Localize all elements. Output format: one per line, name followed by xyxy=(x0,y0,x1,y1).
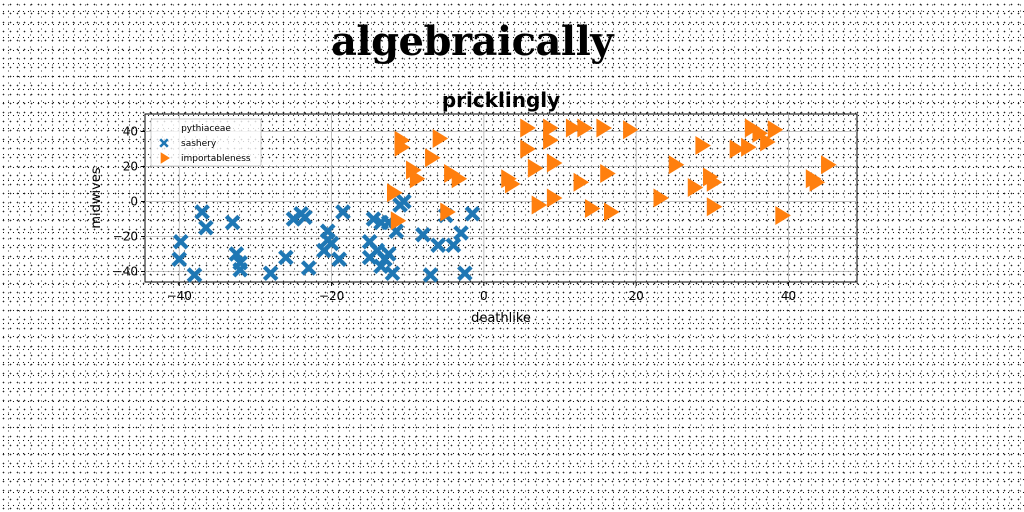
data-points xyxy=(171,118,837,283)
sashery-point xyxy=(422,267,439,283)
sashery-point xyxy=(186,267,203,283)
importableness-point xyxy=(409,169,426,189)
plot-area xyxy=(144,113,858,283)
importableness-point xyxy=(821,155,837,175)
y-tick-label: 40 xyxy=(123,125,138,139)
importableness-point xyxy=(543,130,559,150)
importableness-point xyxy=(767,120,784,140)
importableness-point xyxy=(706,197,723,217)
importableness-point xyxy=(531,195,548,215)
importableness-point xyxy=(386,183,403,203)
importableness-point xyxy=(440,202,456,222)
y-tick-label: −40 xyxy=(113,265,138,279)
importableness-point xyxy=(668,155,685,175)
sashery-point xyxy=(373,258,389,275)
importableness-point xyxy=(623,120,639,140)
sashery-point xyxy=(319,223,336,240)
sashery-point xyxy=(300,260,317,276)
sashery-point xyxy=(331,251,347,268)
importableness-point xyxy=(584,199,601,218)
importableness-point xyxy=(546,188,563,208)
legend-marker-sashery xyxy=(159,138,169,148)
sashery-point xyxy=(172,233,189,250)
x-tick-label: −20 xyxy=(319,289,344,303)
importableness-point xyxy=(729,139,746,159)
x-tick-label: 0 xyxy=(480,289,488,303)
importableness-point xyxy=(546,153,563,173)
sashery-point xyxy=(323,235,340,252)
grid xyxy=(145,114,857,282)
sashery-point xyxy=(194,204,210,220)
legend: pythiaceae sashery importableness xyxy=(150,118,262,167)
y-axis-label: midwives xyxy=(89,167,104,228)
legend-marker-importableness xyxy=(160,152,170,164)
importableness-point xyxy=(600,164,616,183)
importableness-point xyxy=(505,174,521,194)
importableness-point xyxy=(565,118,582,138)
sashery-point xyxy=(365,211,382,227)
sashery-point xyxy=(262,265,279,282)
x-tick-label: 40 xyxy=(781,289,796,303)
importableness-point xyxy=(695,136,711,155)
importableness-point xyxy=(741,137,757,157)
figure-title: algebraically xyxy=(330,18,614,65)
legend-label: importableness xyxy=(181,154,251,164)
importableness-point xyxy=(687,178,704,197)
sashery-point xyxy=(278,249,294,266)
sashery-point xyxy=(232,261,248,278)
importableness-point xyxy=(775,206,791,225)
importableness-point xyxy=(543,118,559,138)
importableness-point xyxy=(520,118,536,138)
importableness-point xyxy=(394,137,411,157)
legend-title: pythiaceae xyxy=(181,124,231,134)
sashery-point xyxy=(457,265,473,282)
legend-box xyxy=(150,118,262,167)
sashery-point xyxy=(430,237,446,254)
y-tick-label: 0 xyxy=(130,195,138,209)
importableness-point xyxy=(520,139,536,159)
legend-entries: sashery importableness xyxy=(159,138,251,164)
sashery-point xyxy=(380,246,397,262)
sashery-point xyxy=(335,204,351,220)
sashery-point xyxy=(171,251,188,268)
importableness-point xyxy=(573,172,590,192)
legend-label: sashery xyxy=(181,139,217,149)
x-axis-label: deathlike xyxy=(471,311,531,326)
y-tick-label: −20 xyxy=(113,230,138,244)
sashery-point xyxy=(224,214,241,231)
sashery-point xyxy=(453,225,469,241)
chart-title: pricklingly xyxy=(442,88,560,112)
importableness-point xyxy=(760,132,776,152)
y-tick-label: 20 xyxy=(123,160,138,174)
importableness-point xyxy=(809,172,826,192)
importableness-point xyxy=(527,158,544,178)
importableness-point xyxy=(425,148,441,168)
sashery-point xyxy=(445,237,462,254)
importableness-point xyxy=(577,118,593,138)
importableness-point xyxy=(604,202,620,222)
sashery-point xyxy=(297,209,313,226)
importableness-point xyxy=(451,169,468,189)
sashery-point xyxy=(384,265,401,282)
sashery-point xyxy=(464,205,481,222)
x-tick-label: 20 xyxy=(629,289,644,303)
importableness-point xyxy=(596,118,612,138)
importableness-point xyxy=(432,129,449,148)
x-tick-label: −40 xyxy=(167,289,192,303)
importableness-point xyxy=(653,188,670,208)
sashery-point xyxy=(396,193,412,210)
importableness-point xyxy=(706,172,723,192)
sashery-point xyxy=(198,219,214,236)
axis-ticks: −40 −20 0 20 40 −40 −20 0 20 40 xyxy=(113,125,796,304)
sashery-point xyxy=(415,226,431,243)
importableness-point xyxy=(390,211,407,231)
